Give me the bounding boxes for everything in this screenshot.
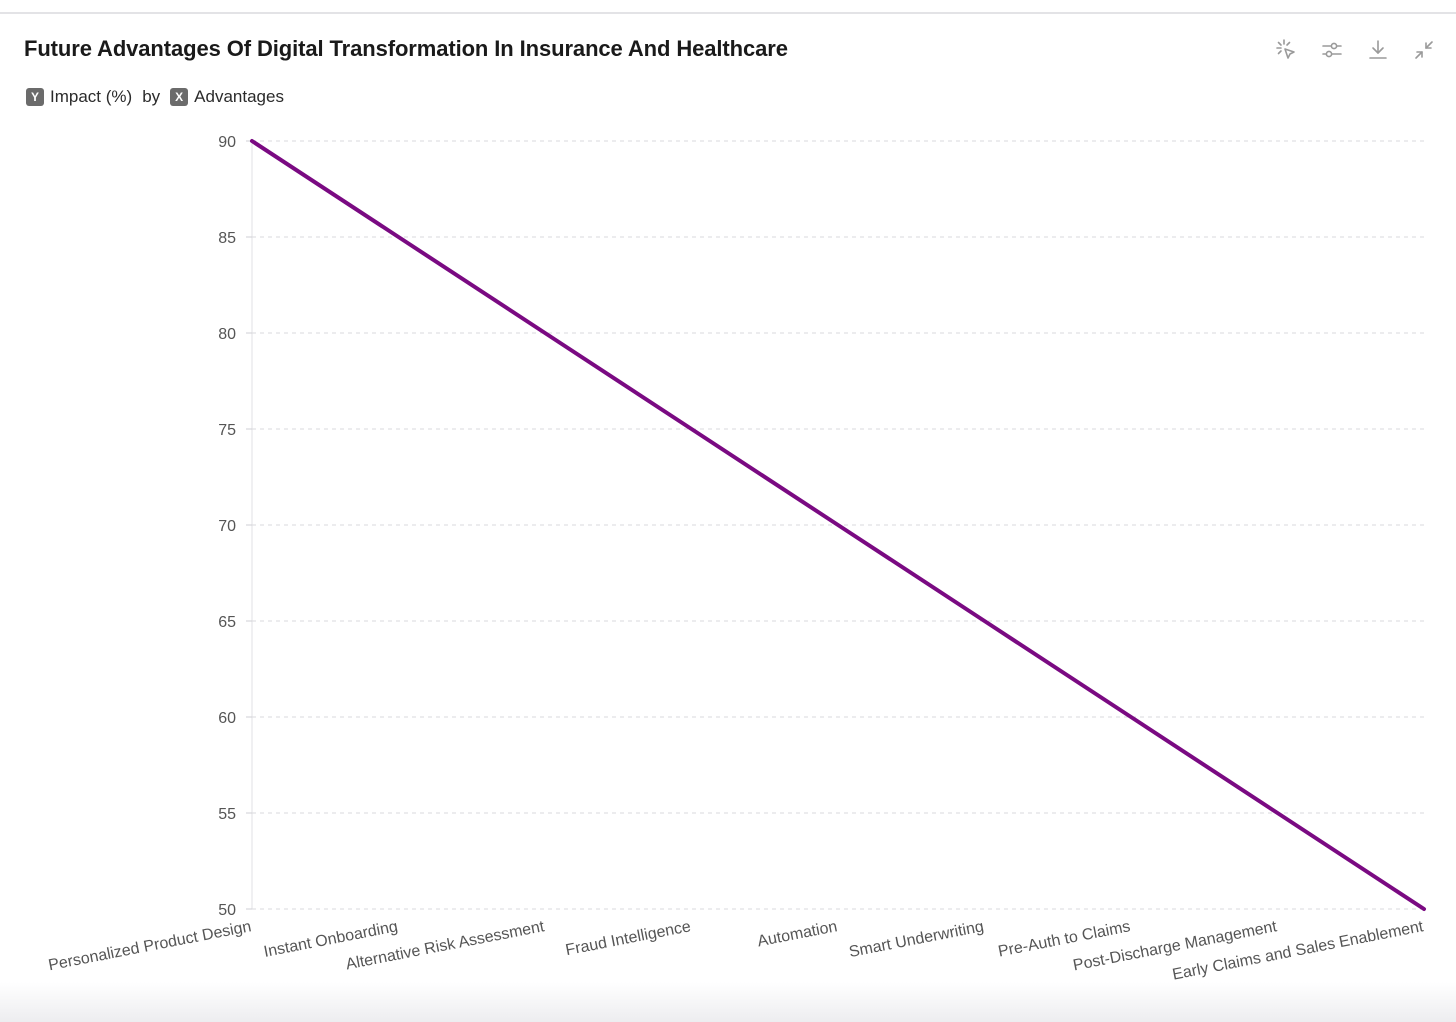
x-tick-label: Smart Underwriting xyxy=(848,918,986,961)
y-tick-label: 70 xyxy=(218,518,236,535)
y-tick-label: 60 xyxy=(218,710,236,727)
x-tick-label: Automation xyxy=(756,918,839,950)
sparkle-cursor-icon xyxy=(1276,39,1295,59)
y-tick-label: 55 xyxy=(218,806,236,823)
y-tick-label: 65 xyxy=(218,614,236,631)
collapse-icon xyxy=(1415,41,1433,59)
y-axis-badge: Y xyxy=(26,88,44,106)
x-tick-label: Personalized Product Design xyxy=(47,918,253,974)
settings-button[interactable] xyxy=(1318,36,1346,64)
x-tick-label: Fraud Intelligence xyxy=(564,918,692,959)
y-tick-label: 50 xyxy=(218,902,236,919)
y-tick-label: 75 xyxy=(218,422,236,439)
chart-title: Future Advantages Of Digital Transformat… xyxy=(24,36,788,61)
series-line xyxy=(250,139,1426,911)
download-icon xyxy=(1369,40,1387,59)
x-axis-label: Advantages xyxy=(194,87,284,106)
x-tick-label: Early Claims and Sales Enablement xyxy=(1171,918,1425,983)
y-tick-label: 80 xyxy=(218,326,236,343)
y-tick-label: 90 xyxy=(218,134,236,151)
y-axis-label: Impact (%) xyxy=(50,87,133,106)
axis-summary: Y Impact (%) by X Advantages xyxy=(26,87,284,107)
chart-toolbar xyxy=(1272,36,1438,64)
sliders-icon xyxy=(1322,42,1342,58)
top-border xyxy=(0,12,1456,14)
collapse-button[interactable] xyxy=(1410,36,1438,64)
explore-button[interactable] xyxy=(1272,36,1300,64)
download-button[interactable] xyxy=(1364,36,1392,64)
x-axis-badge: X xyxy=(170,88,189,106)
y-tick-label: 85 xyxy=(218,230,236,247)
by-label: by xyxy=(142,87,161,106)
